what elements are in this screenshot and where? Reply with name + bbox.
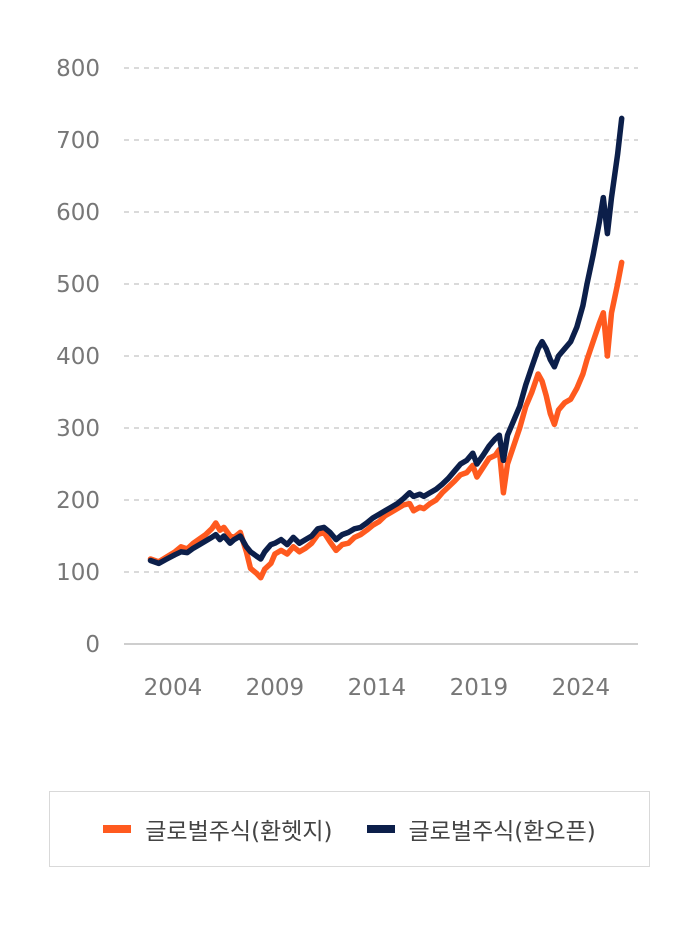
series-line-hedged <box>147 259 625 581</box>
y-tick-label: 500 <box>56 272 100 298</box>
y-tick-label: 200 <box>56 488 100 514</box>
x-tick-label: 2004 <box>144 675 203 701</box>
y-tick-label: 100 <box>56 560 100 586</box>
grid-lines <box>124 67 638 645</box>
x-tick-label: 2009 <box>246 675 305 701</box>
y-tick-label: 700 <box>56 128 100 154</box>
y-tick-label: 800 <box>56 56 100 82</box>
legend-label-unhedged: 글로벌주식(환오픈) <box>408 819 596 845</box>
chart-legend: 글로벌주식(환헷지) 글로벌주식(환오픈) <box>49 791 650 867</box>
legend-label-hedged: 글로벌주식(환헷지) <box>145 819 333 845</box>
legend-item-unhedged: 글로벌주식(환오픈) <box>366 812 596 846</box>
x-tick-label: 2014 <box>348 675 407 701</box>
y-axis-tick-labels: 0 100 200 300 400 500 600 700 800 <box>56 56 100 658</box>
legend-swatch-hedged <box>103 825 132 833</box>
y-tick-label: 0 <box>85 632 100 658</box>
x-tick-label: 2019 <box>450 675 509 701</box>
x-tick-label: 2024 <box>552 675 611 701</box>
series-lines <box>147 115 625 581</box>
legend-item-hedged: 글로벌주식(환헷지) <box>103 812 333 846</box>
legend-swatch-unhedged <box>366 825 395 833</box>
y-tick-label: 300 <box>56 416 100 442</box>
y-tick-label: 600 <box>56 200 100 226</box>
x-axis-tick-labels: 2004 2009 2014 2019 2024 <box>144 675 610 701</box>
series-line-unhedged <box>147 115 625 567</box>
y-tick-label: 400 <box>56 344 100 370</box>
